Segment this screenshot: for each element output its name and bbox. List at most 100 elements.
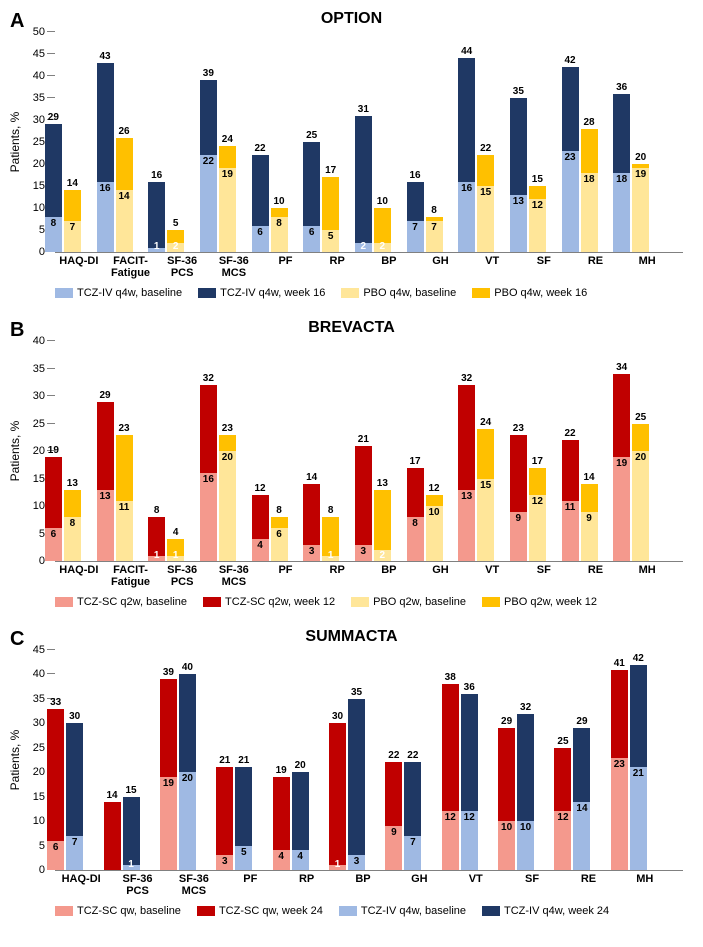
x-axis-label: VT [469,873,483,885]
bar-baseline-label: 22 [200,156,217,167]
x-axis-labels: HAQ-DISF-36PCSSF-36MCSPFRPBPGHVTSFREMH [55,871,683,901]
bar-week-label: 29 [573,716,590,727]
legend-item: PBO q2w, baseline [351,596,466,608]
x-axis-label: SF [537,255,551,267]
bar-pair: 2040 [179,650,196,870]
bar-pair: 2342 [562,32,579,252]
bar-pair: 14 [104,650,121,870]
bar-week-label: 21 [216,755,233,766]
bar-baseline [160,777,177,870]
bar-baseline-label: 16 [97,183,114,194]
x-axis-labels: HAQ-DIFACIT-FatigueSF-36PCSSF-36MCSPFRPB… [55,253,683,283]
x-axis-label: RE [588,564,603,576]
legend-label: TCZ-SC q2w, baseline [77,596,187,608]
y-tick-label: 40 [25,668,45,680]
category-group: 23412142 [611,650,647,870]
bar-week-label: 14 [104,790,121,801]
bar-week [329,723,346,870]
bar-week-label: 29 [97,390,114,401]
bar-week-label: 31 [355,104,372,115]
bar-baseline-label: 10 [426,507,443,518]
bar-pair: 1939 [160,650,177,870]
bar-week-label: 33 [47,697,64,708]
bar-week-label: 35 [510,86,527,97]
bar-pair: 2142 [630,650,647,870]
y-tick-label: 30 [25,390,45,402]
bar-baseline-label: 13 [97,491,114,502]
bar-baseline-label: 1 [329,859,346,870]
bar-pair: 412 [252,341,269,561]
x-axis-label: BP [381,255,396,267]
bar-baseline [179,772,196,870]
legend-label: PBO q2w, week 12 [504,596,597,608]
legend-item: TCZ-IV q4w, baseline [339,905,466,917]
legend-swatch [339,906,357,916]
bar-pair: 18 [148,341,165,561]
bar-week-label: 14 [64,178,81,189]
bar-week-label: 25 [554,736,571,747]
category-group: 71678 [407,32,443,252]
y-tick-label: 30 [25,114,45,126]
y-tick-label: 5 [25,528,45,540]
legend-label: TCZ-SC q2w, week 12 [225,596,335,608]
bar-pair: 1335 [510,32,527,252]
bar-week-label: 24 [219,134,236,145]
y-tick-label: 15 [25,180,45,192]
x-axis-label: HAQ-DI [59,255,98,267]
bar-pair: 1123 [116,341,133,561]
bar-baseline-label: 5 [235,847,252,858]
panel-title: BREVACTA [10,319,693,337]
bar-baseline-label: 11 [116,502,133,513]
bar-pair: 12 25 [554,650,571,870]
bar-baseline-label: 1 [322,550,339,561]
bar-baseline-label: 7 [64,222,81,233]
panel-letter: A [10,10,24,33]
y-tick-label: 25 [25,742,45,754]
legend-swatch [482,906,500,916]
bar-week-label: 32 [517,702,534,713]
bar-pair: 810 [271,32,288,252]
bar-baseline [613,457,630,562]
legend: TCZ-SC qw, baselineTCZ-SC qw, week 24TCZ… [55,905,683,917]
bar-week-label: 28 [581,117,598,128]
bar-baseline [562,151,579,252]
bar-pair: 1217 [529,341,546,561]
x-axis-label: BP [355,873,370,885]
bar-pair: 1934 [613,341,630,561]
bar-baseline-label: 4 [252,540,269,551]
legend-swatch [55,906,73,916]
chart-panel: CSUMMACTAPatients, %05101520253035404563… [10,628,693,917]
bar-week-label: 34 [613,362,630,373]
legend-swatch [198,288,216,298]
bar-pair: 25 [167,32,184,252]
bar-week-label: 8 [322,505,339,516]
y-tick-label: 45 [25,48,45,60]
category-group: 8171012 [407,341,443,561]
bar-pair: 914 [581,341,598,561]
bar-week-label: 22 [252,143,269,154]
bar-baseline-label: 8 [64,518,81,529]
x-axis-label: PF [243,873,257,885]
bar-week-label: 39 [200,68,217,79]
bar-baseline-label: 15 [477,187,494,198]
legend-swatch [55,597,73,607]
bar-baseline-label: 6 [47,842,64,853]
category-group: 11625 [148,32,184,252]
bar-baseline-label: 14 [116,191,133,202]
bar-baseline-label: 18 [581,174,598,185]
bar-week-label: 8 [426,205,443,216]
x-axis-label: FACIT-Fatigue [111,255,150,279]
category-group: 231210 [355,32,391,252]
panel-title: OPTION [10,10,693,28]
bar-pair: 829 [45,32,62,252]
x-axis-label: MH [636,873,653,885]
legend-label: TCZ-IV q4w, week 24 [504,905,609,917]
bar-week-label: 26 [116,126,133,137]
bar-baseline-label: 9 [510,513,527,524]
x-axis-label: MH [639,564,656,576]
x-axis-label: RP [330,255,345,267]
bar-baseline-label: 12 [554,812,571,823]
bar-pair: 1924 [219,32,236,252]
bar-pair: 521 [235,650,252,870]
bar-week-label: 21 [355,434,372,445]
